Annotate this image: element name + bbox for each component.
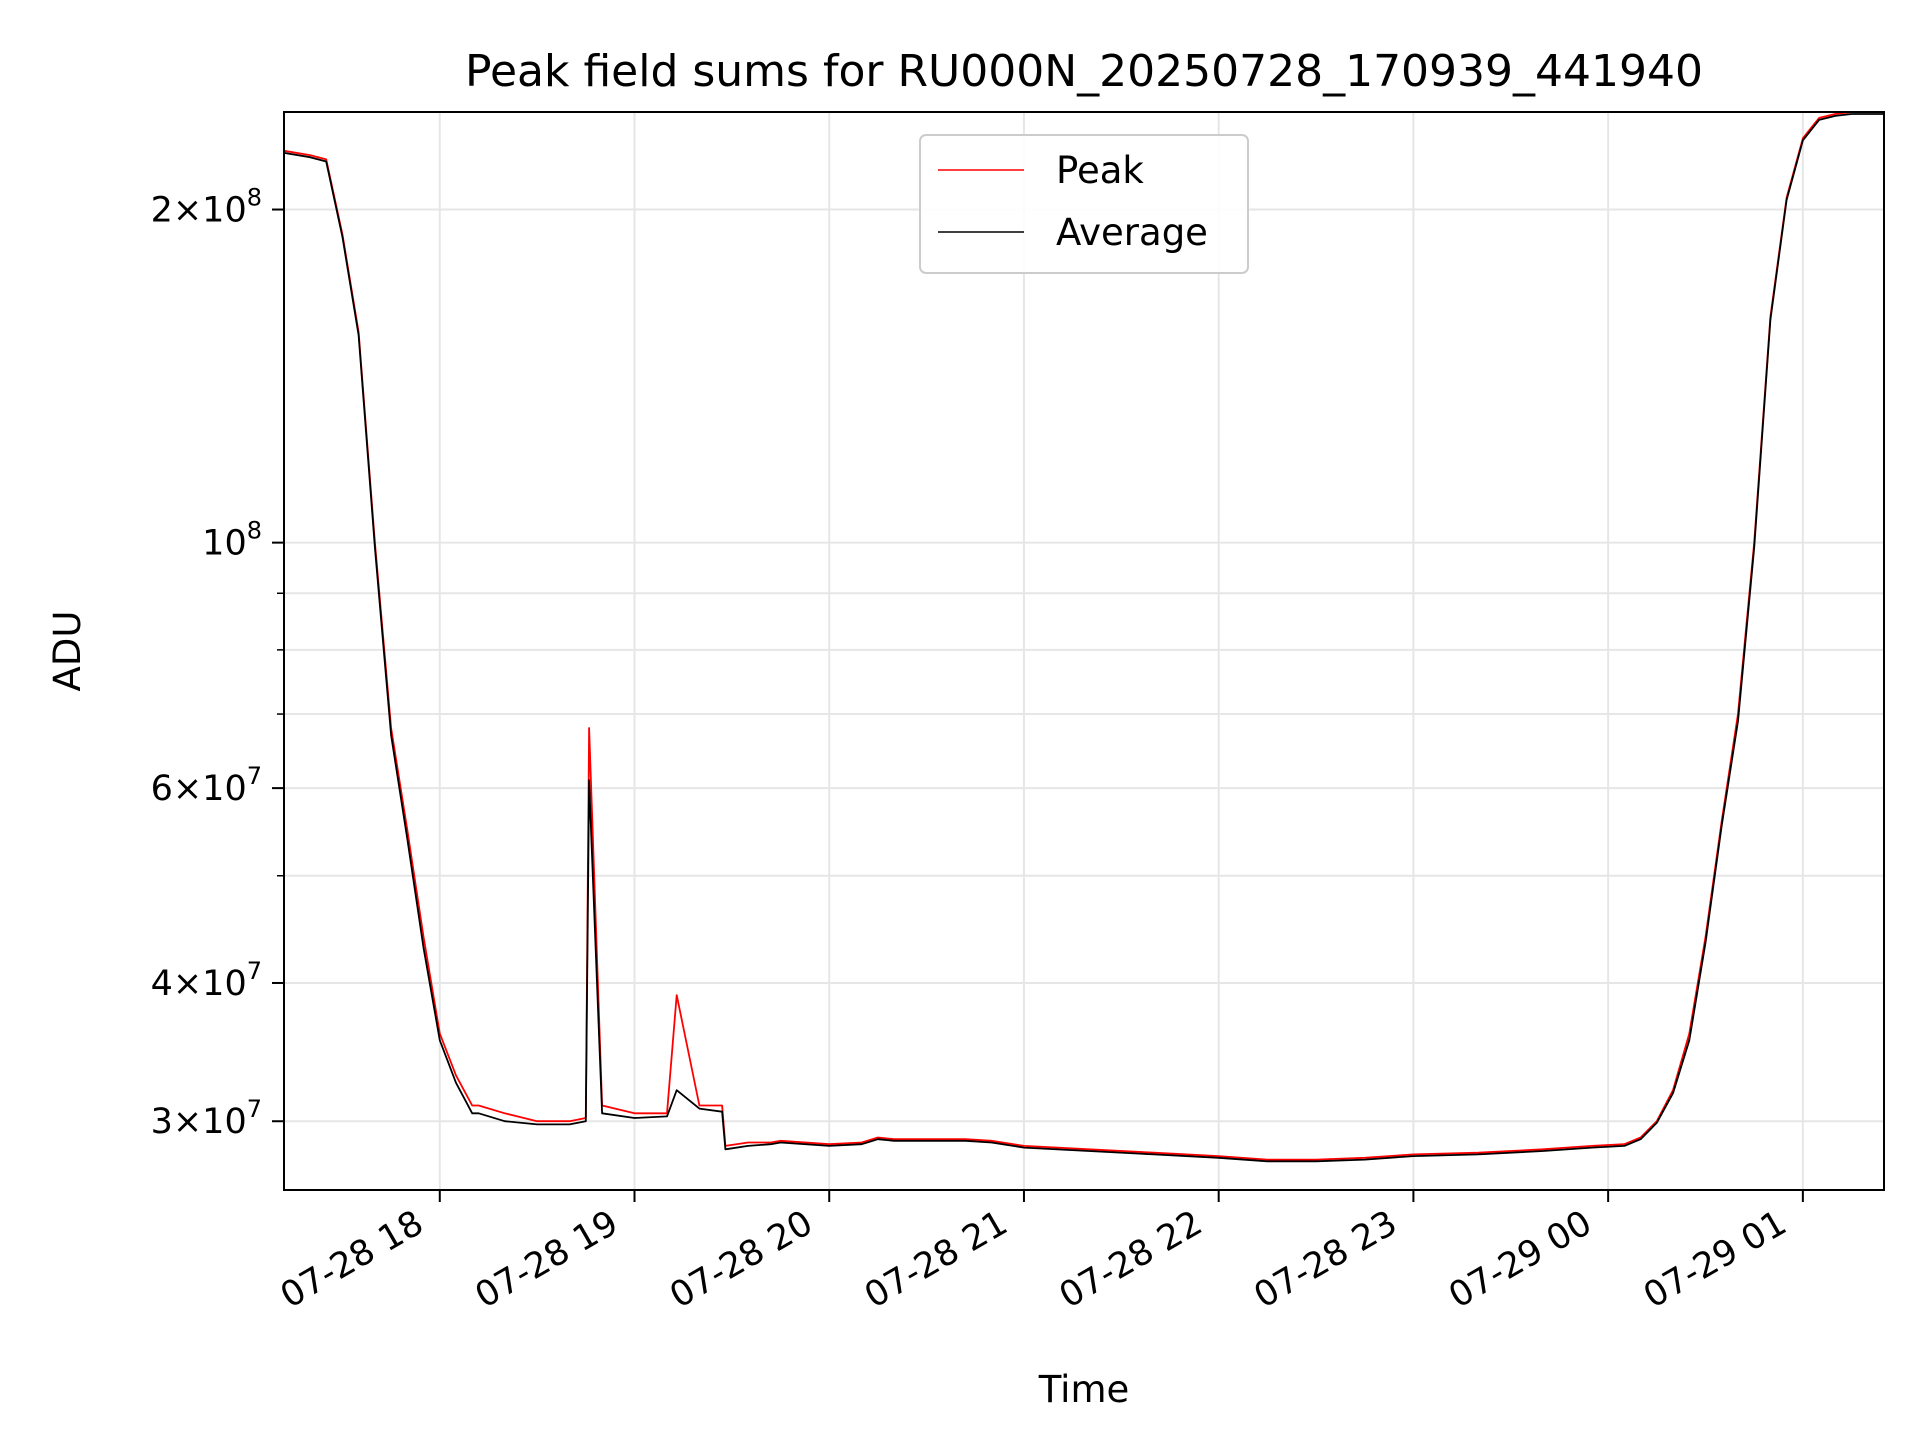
y-tick-label: 2×108 <box>151 184 262 231</box>
series-line-peak <box>283 111 1884 1161</box>
grid <box>284 112 1884 1190</box>
y-tick-label: 108 <box>202 517 262 564</box>
y-tick-label: 3×107 <box>151 1095 262 1142</box>
x-axis-label: Time <box>1038 1368 1130 1411</box>
chart-title: Peak field sums for RU000N_20250728_1709… <box>465 46 1703 97</box>
legend-label-average: Average <box>1056 211 1208 254</box>
y-tick-label: 4×107 <box>151 957 262 1004</box>
plot-frame <box>283 111 1885 1191</box>
y-axis-label: ADU <box>46 611 89 692</box>
legend-label-peak: Peak <box>1056 149 1144 192</box>
legend: Peak Average <box>919 134 1249 274</box>
y-tick-label: 6×107 <box>151 762 262 809</box>
series-lines <box>283 111 1884 1163</box>
series-line-average <box>283 113 1884 1163</box>
